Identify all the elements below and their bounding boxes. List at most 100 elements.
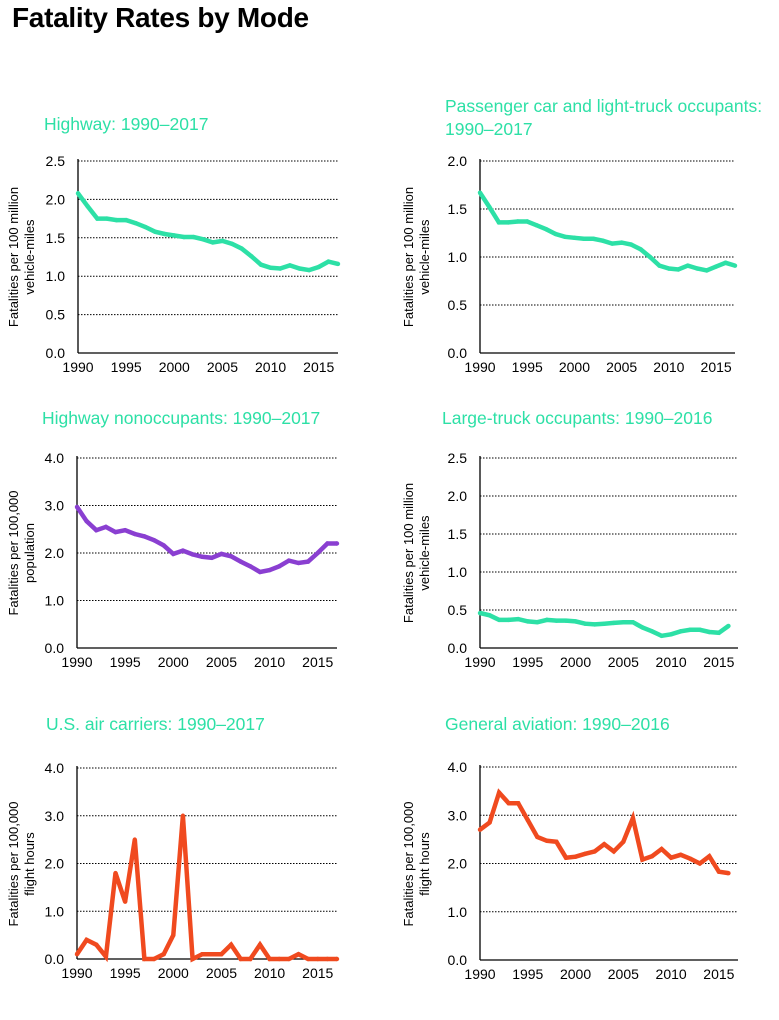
data-point [258, 262, 264, 267]
y-tick-label: 1.5 [448, 526, 468, 542]
chart-svg-highway: 0.0 0.5 1.0 1.5 2.0 2.5 1990 1995 2000 2005 2010 20… [46, 153, 341, 375]
y-tick-label: 1.0 [448, 904, 468, 920]
data-point [487, 204, 492, 210]
data-point [572, 235, 577, 240]
data-point [94, 528, 99, 533]
y-tick-label: 2.0 [46, 191, 66, 207]
data-point [325, 956, 330, 962]
data-point [209, 952, 215, 957]
data-point [506, 617, 511, 623]
data-point [487, 820, 492, 825]
data-point [114, 217, 119, 223]
data-point [75, 191, 81, 196]
data-point [267, 956, 272, 962]
data-point [133, 221, 138, 226]
y-tick-label: 3.0 [448, 807, 468, 823]
data-point [573, 854, 578, 859]
x-tick-label: 1995 [512, 359, 543, 375]
x-tick-label: 1990 [62, 359, 93, 375]
page-title: Fatality Rates by Mode [12, 2, 309, 33]
x-tick-label: 2000 [158, 654, 189, 670]
data-point [678, 852, 683, 858]
data-point [315, 956, 320, 962]
x-tick-label: 1995 [111, 359, 142, 375]
y-tick-label: 1.0 [45, 903, 65, 919]
data-point [602, 621, 607, 626]
y-tick-label: 0.5 [46, 307, 66, 323]
y-tick-label: 1.5 [448, 201, 468, 217]
data-point [316, 264, 321, 270]
data-point [600, 238, 605, 243]
x-tick-label: 1995 [110, 654, 141, 670]
series-line-highway-nonoccupants [75, 505, 337, 575]
data-point [180, 813, 186, 818]
data-point [477, 827, 483, 832]
data-point [506, 220, 511, 225]
series-line-highway [76, 191, 339, 273]
data-point [238, 956, 243, 962]
data-point [707, 854, 712, 859]
data-point [477, 190, 483, 195]
x-tick-label: 2005 [206, 965, 237, 981]
data-point [181, 234, 187, 240]
data-point [74, 504, 80, 510]
data-point [132, 531, 137, 537]
x-tick-label: 2015 [302, 965, 333, 981]
y-tick-label: 0.5 [448, 602, 468, 618]
x-tick-label: 1990 [61, 965, 92, 981]
x-tick-label: 2010 [656, 966, 687, 982]
data-point [563, 618, 569, 623]
data-point [95, 216, 100, 221]
data-point [267, 567, 272, 573]
y-tick-label: 3.0 [45, 808, 65, 824]
data-point [640, 625, 645, 630]
data-point [630, 815, 636, 821]
data-point [143, 224, 148, 230]
y-tick-label: 1.5 [46, 230, 66, 246]
data-point [74, 952, 80, 957]
data-point [525, 817, 530, 823]
chart-svg-highway-nonoccupants: 0.0 1.0 2.0 3.0 4.0 1990 1995 2000 2005 2010 2015 [45, 450, 340, 670]
data-point [685, 263, 690, 268]
chart-panel-highway-nonoccupants: Highway nonoccupants: 1990–2017 Fatalitie… [0, 400, 390, 710]
series-line-air-carriers [75, 815, 337, 963]
y-tick-label: 2.5 [448, 450, 468, 466]
data-point [554, 839, 559, 844]
data-point [628, 242, 634, 247]
y-tick-label: 0.0 [448, 345, 468, 361]
x-tick-label: 2000 [560, 654, 591, 670]
data-point [573, 619, 578, 624]
data-point [305, 956, 311, 962]
data-point [171, 551, 176, 557]
data-point [602, 842, 607, 847]
y-tick-label: 1.0 [45, 593, 65, 609]
y-tick-label: 4.0 [45, 760, 65, 776]
chart-panel-general-aviation: General aviation: 1990–2016 Fatalities pe… [395, 705, 779, 1015]
data-point [268, 265, 273, 270]
data-point [668, 855, 674, 860]
data-point [659, 633, 664, 639]
data-point [554, 618, 559, 623]
data-point [659, 846, 664, 852]
y-tick-label: 2.5 [46, 153, 66, 169]
data-point [277, 564, 282, 569]
data-point [723, 260, 728, 265]
data-point [229, 241, 235, 247]
data-point [180, 548, 186, 553]
data-point [592, 849, 597, 854]
data-point [104, 216, 110, 221]
data-point [544, 838, 550, 844]
data-point [334, 956, 340, 962]
data-point [716, 869, 722, 874]
data-point [657, 263, 662, 268]
data-point [668, 632, 674, 637]
data-point [257, 569, 263, 575]
data-point [638, 247, 643, 252]
data-point [151, 537, 157, 543]
data-point [487, 613, 492, 618]
data-point [277, 956, 282, 962]
data-point [611, 849, 616, 854]
data-point [132, 837, 137, 842]
data-point [220, 238, 225, 244]
data-point [647, 254, 653, 260]
